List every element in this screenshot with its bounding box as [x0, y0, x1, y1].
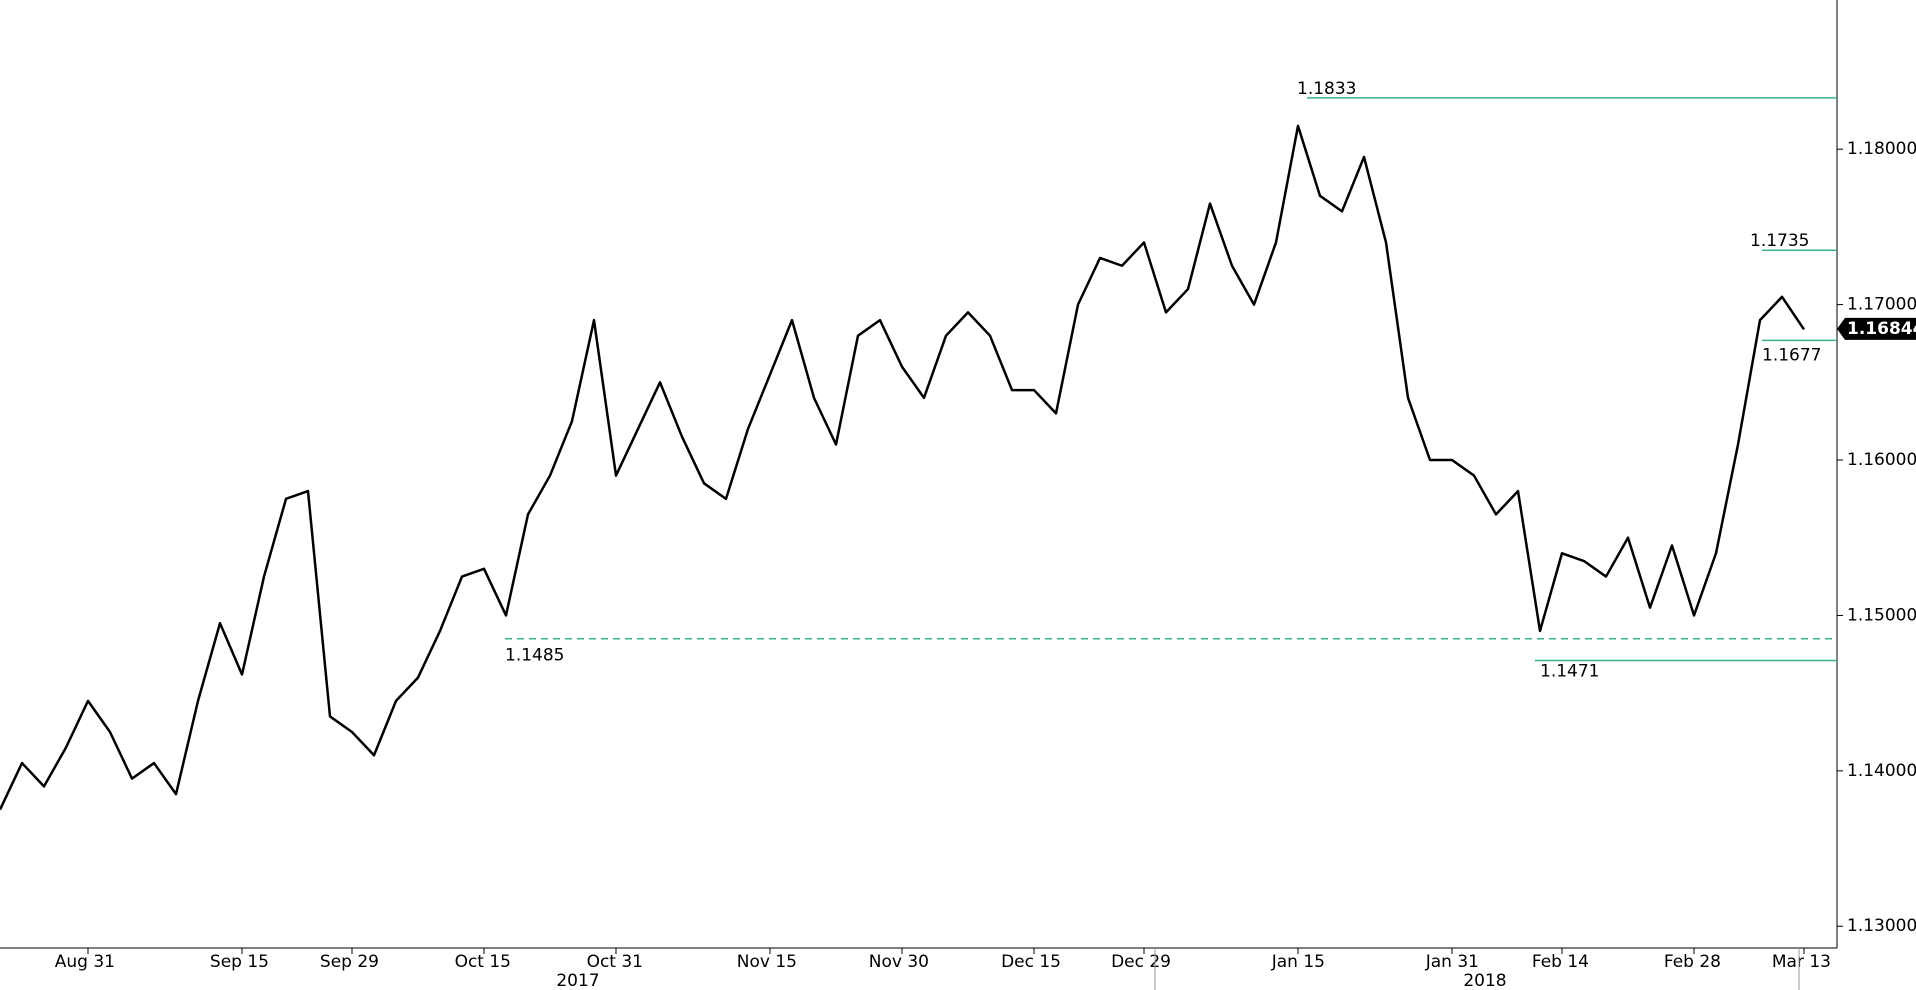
price-line [0, 124, 1806, 811]
year-label: 2018 [1463, 971, 1506, 990]
y-tick-label: 1.17000 [1847, 295, 1916, 315]
level-label: 1.1677 [1762, 345, 1821, 365]
y-tick-label: 1.13000 [1847, 916, 1916, 936]
x-tick-label: Jan 31 [1425, 952, 1479, 972]
x-tick-label: Oct 15 [455, 952, 511, 972]
level-label: 1.1735 [1750, 231, 1809, 251]
x-tick-label: Aug 31 [55, 952, 115, 972]
x-tick-label: Sep 15 [210, 952, 269, 972]
x-tick-label: Feb 14 [1532, 952, 1589, 972]
y-tick-label: 1.15000 [1847, 605, 1916, 625]
x-tick-label: Nov 30 [869, 952, 929, 972]
y-tick-label: 1.14000 [1847, 761, 1916, 781]
last-value-tag [1837, 317, 1916, 340]
y-tick-label: 1.18000 [1847, 139, 1916, 159]
y-tick-label: 1.16000 [1847, 450, 1916, 470]
x-tick-label: Dec 15 [1001, 952, 1061, 972]
year-label: 2017 [556, 971, 599, 990]
x-tick-label: Dec 29 [1111, 952, 1171, 972]
x-tick-label: Jan 15 [1271, 952, 1325, 972]
last-value-label: 1.16844 [1847, 319, 1916, 339]
level-label: 1.1485 [505, 646, 564, 666]
x-tick-label: Nov 15 [737, 952, 797, 972]
x-tick-label: Oct 31 [587, 952, 643, 972]
x-tick-label: Sep 29 [320, 952, 379, 972]
x-tick-label: Feb 28 [1664, 952, 1721, 972]
x-tick-label: Mar 13 [1772, 952, 1831, 972]
level-label: 1.1833 [1297, 79, 1356, 99]
level-label: 1.1471 [1540, 661, 1599, 681]
